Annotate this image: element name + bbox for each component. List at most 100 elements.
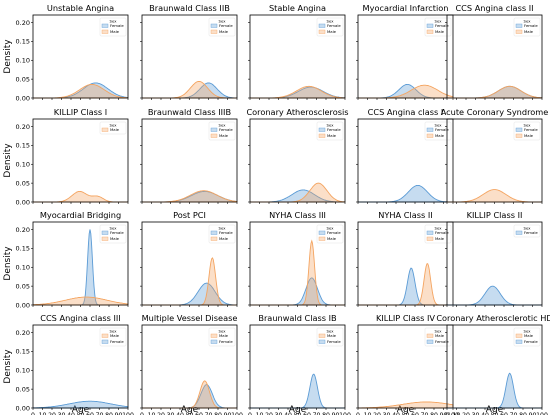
legend-label-male: Male [435, 29, 445, 34]
density-curve-female-coronary-atherosclerotic-hd [447, 372, 542, 409]
y-tick-label: 0.20 [16, 123, 30, 131]
legend-title: Sex [327, 329, 335, 334]
legend-label-female: Female [219, 23, 233, 28]
legend-box [99, 224, 127, 244]
legend-box [316, 224, 344, 244]
legend-swatch-female [101, 23, 109, 28]
legend-label-female: Female [110, 230, 124, 235]
legend-box [99, 327, 127, 347]
legend-title: Sex [219, 19, 227, 24]
legend-box [513, 327, 541, 347]
legend-swatch-male [515, 333, 523, 338]
legend-label-female: Female [524, 23, 538, 28]
density-curve-male-multiple-vessel-disease [142, 380, 237, 409]
legend-swatch-male [426, 236, 434, 241]
legend-swatch-male [210, 29, 218, 34]
density-curve-male-braunwald-class-iiib [142, 190, 238, 203]
legend-title: Sex [219, 226, 227, 231]
panel-title-braunwald-class-iib: Braunwald Class IIB [149, 3, 230, 13]
legend-box [208, 17, 236, 37]
legend-box [316, 17, 344, 37]
legend-box [424, 224, 452, 244]
legend-title: Sex [110, 226, 118, 231]
legend-label-female: Female [435, 127, 449, 132]
legend-title: Sex [435, 123, 443, 128]
y-tick-label: 0.00 [16, 301, 30, 309]
panel-title-post-pci: Post PCI [173, 210, 206, 220]
legend-swatch-female [101, 230, 109, 235]
legend-title: Sex [110, 329, 118, 334]
legend-title: Sex [435, 329, 443, 334]
y-tick-label: 0.15 [16, 142, 30, 150]
y-tick-label: 0.10 [16, 264, 30, 272]
legend-swatch-female [210, 339, 218, 344]
panel-title-ccs-angina-class-iii: CCS Angina class III [40, 313, 120, 323]
legend-label-female: Female [435, 23, 449, 28]
panel-title-ccs-angina-class-ii: CCS Angina class II [455, 3, 533, 13]
legend-box [208, 121, 236, 141]
legend-swatch-female [318, 339, 326, 344]
legend-label-male: Male [219, 236, 229, 241]
density-curve-male-killip-class-iv [357, 401, 454, 409]
legend-label-female: Female [524, 230, 538, 235]
density-curve-male-unstable-angina [33, 83, 129, 99]
legend-box [99, 17, 127, 37]
y-tick-label: 0.00 [16, 404, 30, 412]
legend-swatch-female [426, 127, 434, 132]
legend-label-female: Female [110, 23, 124, 28]
legend-label-male: Male [327, 236, 337, 241]
legend-swatch-female [515, 23, 523, 28]
y-tick-label: 0.10 [16, 161, 30, 169]
legend-label-male: Male [435, 133, 445, 138]
legend-title: Sex [327, 226, 335, 231]
legend-box [513, 121, 541, 141]
panel-title-unstable-angina: Unstable Angina [47, 3, 114, 13]
legend-swatch-female [318, 230, 326, 235]
panel-braunwald-class-ib: Braunwald Class IB0102030405060708090100… [248, 313, 351, 419]
legend-title: Sex [435, 19, 443, 24]
y-axis-label-row-4: Density [3, 349, 13, 384]
density-curve-female-ccs-angina-class-iii [32, 400, 129, 409]
legend-label-female: Female [435, 339, 449, 344]
panel-killip-class-iv: KILLIP Class IV0102030405060708090100Sex… [356, 313, 459, 419]
legend-label-female: Female [219, 230, 233, 235]
legend-box [513, 224, 541, 238]
y-tick-label: 0.10 [16, 57, 30, 65]
legend-swatch-male [515, 133, 523, 138]
legend-label-male: Male [219, 133, 229, 138]
y-tick-label: 0.20 [16, 19, 30, 27]
legend-label-male: Male [110, 333, 120, 338]
density-curve-female-post-pci [142, 282, 238, 306]
panel-title-stable-angina: Stable Angina [269, 3, 326, 13]
legend-title: Sex [110, 123, 118, 128]
legend-label-female: Female [524, 339, 538, 344]
panel-title-nyha-class-iii: NYHA Class III [269, 210, 326, 220]
legend-swatch-male [101, 29, 109, 34]
y-tick-label: 0.00 [16, 198, 30, 206]
legend-swatch-male [426, 133, 434, 138]
y-tick-label: 0.05 [16, 75, 30, 83]
legend-label-female: Female [327, 339, 341, 344]
legend-swatch-male [426, 29, 434, 34]
legend-swatch-male [318, 333, 326, 338]
legend-label-male: Male [327, 29, 337, 34]
legend-swatch-male [101, 127, 109, 132]
legend-swatch-male [210, 236, 218, 241]
legend-label-male: Male [110, 29, 120, 34]
legend-title: Sex [327, 123, 335, 128]
legend-title: Sex [219, 329, 227, 334]
y-tick-label: 0.20 [16, 329, 30, 337]
legend-box [316, 121, 344, 141]
